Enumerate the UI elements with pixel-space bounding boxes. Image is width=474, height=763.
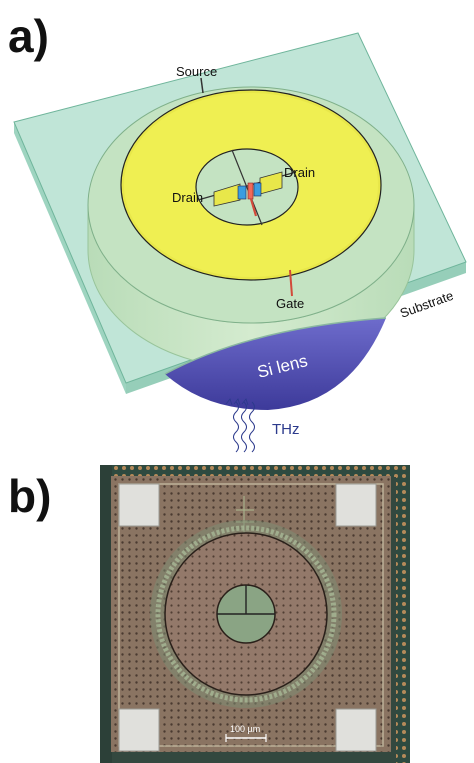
panel-b-label: b) xyxy=(8,470,51,522)
panel-a: a) xyxy=(8,10,467,453)
gate-lead xyxy=(289,269,293,297)
thz-wave-icon xyxy=(225,398,255,453)
label-thz: THz xyxy=(272,421,300,438)
label-source: Source xyxy=(176,64,217,79)
transistor xyxy=(213,171,283,217)
panel-a-label: a) xyxy=(8,10,49,62)
label-drain-left: Drain xyxy=(172,190,203,205)
label-drain-right: Drain xyxy=(284,165,315,180)
label-gate: Gate xyxy=(276,296,304,311)
source-lead xyxy=(200,77,204,94)
panel-b: b) xyxy=(8,465,410,763)
scale-bar-label: 100 µm xyxy=(230,724,260,734)
chip-micrograph xyxy=(100,465,410,763)
scale-bar: 100 µm xyxy=(225,724,267,742)
si-lens xyxy=(164,317,387,410)
